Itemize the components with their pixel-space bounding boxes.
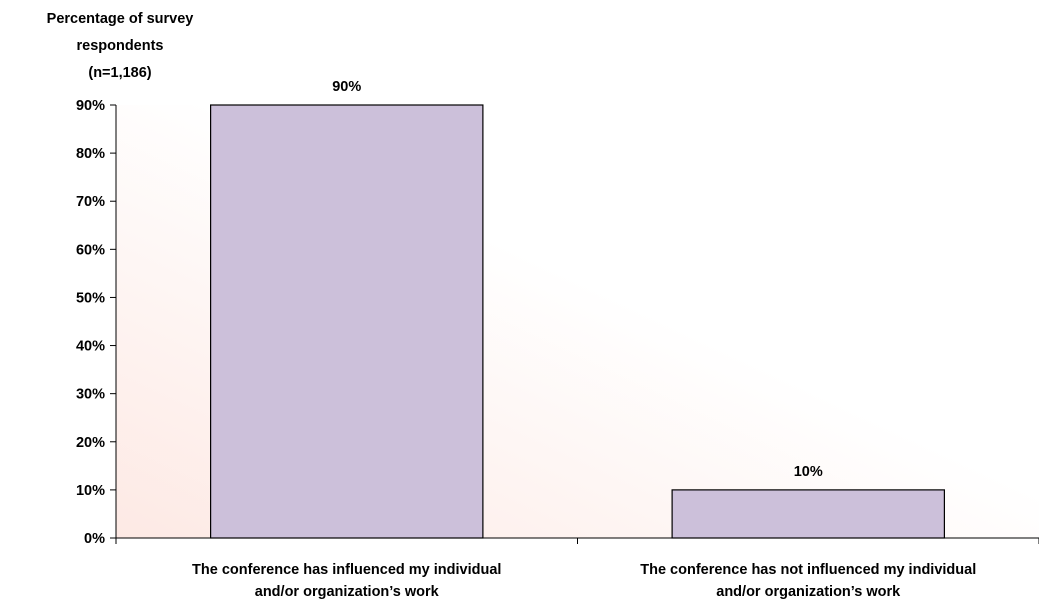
x-category-label: The conference has not influenced my ind… — [640, 562, 976, 578]
y-tick-label: 20% — [76, 435, 105, 451]
bar — [210, 104, 484, 539]
y-tick-label: 50% — [76, 290, 105, 306]
y-tick-label: 10% — [76, 483, 105, 499]
bar — [671, 489, 945, 539]
y-tick-label: 0% — [84, 531, 105, 547]
data-label: 10% — [794, 464, 823, 480]
y-tick-label: 90% — [76, 98, 105, 114]
data-label: 90% — [332, 79, 361, 95]
y-axis-title-line: Percentage of survey — [46, 11, 194, 27]
y-tick-label: 70% — [76, 194, 105, 210]
y-axis-title-line: respondents — [76, 38, 164, 54]
y-tick-label: 80% — [76, 146, 105, 162]
x-category-label: The conference has influenced my individ… — [192, 562, 501, 578]
x-category-label: and/or organization’s work — [255, 584, 440, 600]
y-tick-label: 60% — [76, 242, 105, 258]
y-tick-label: 30% — [76, 387, 105, 403]
x-category-label: and/or organization’s work — [716, 584, 901, 600]
y-axis-title-line: (n=1,186) — [88, 65, 152, 81]
y-tick-label: 40% — [76, 339, 105, 355]
